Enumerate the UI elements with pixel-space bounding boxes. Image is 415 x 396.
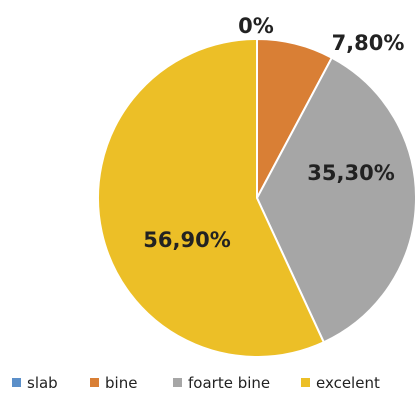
legend-label-bine: bine [105,374,137,392]
legend: slab bine foarte bine excelent [12,374,380,392]
legend-label-excelent: excelent [316,374,380,392]
data-label-excelent: 56,90% [143,228,230,252]
pie-slice-foarte-bine [256,56,415,344]
legend-marker-excelent [301,378,310,387]
legend-label-slab: slab [27,374,58,392]
data-label-slab: 0% [238,14,274,38]
data-label-foarte-bine: 35,30% [307,161,394,185]
data-label-bine: 7,80% [332,31,405,55]
pie-slices [97,38,415,358]
pie-slice-excelent [97,38,325,358]
legend-marker-bine [90,378,99,387]
legend-marker-slab [12,378,21,387]
legend-label-foarte-bine: foarte bine [188,374,270,392]
legend-marker-foarte-bine [173,378,182,387]
